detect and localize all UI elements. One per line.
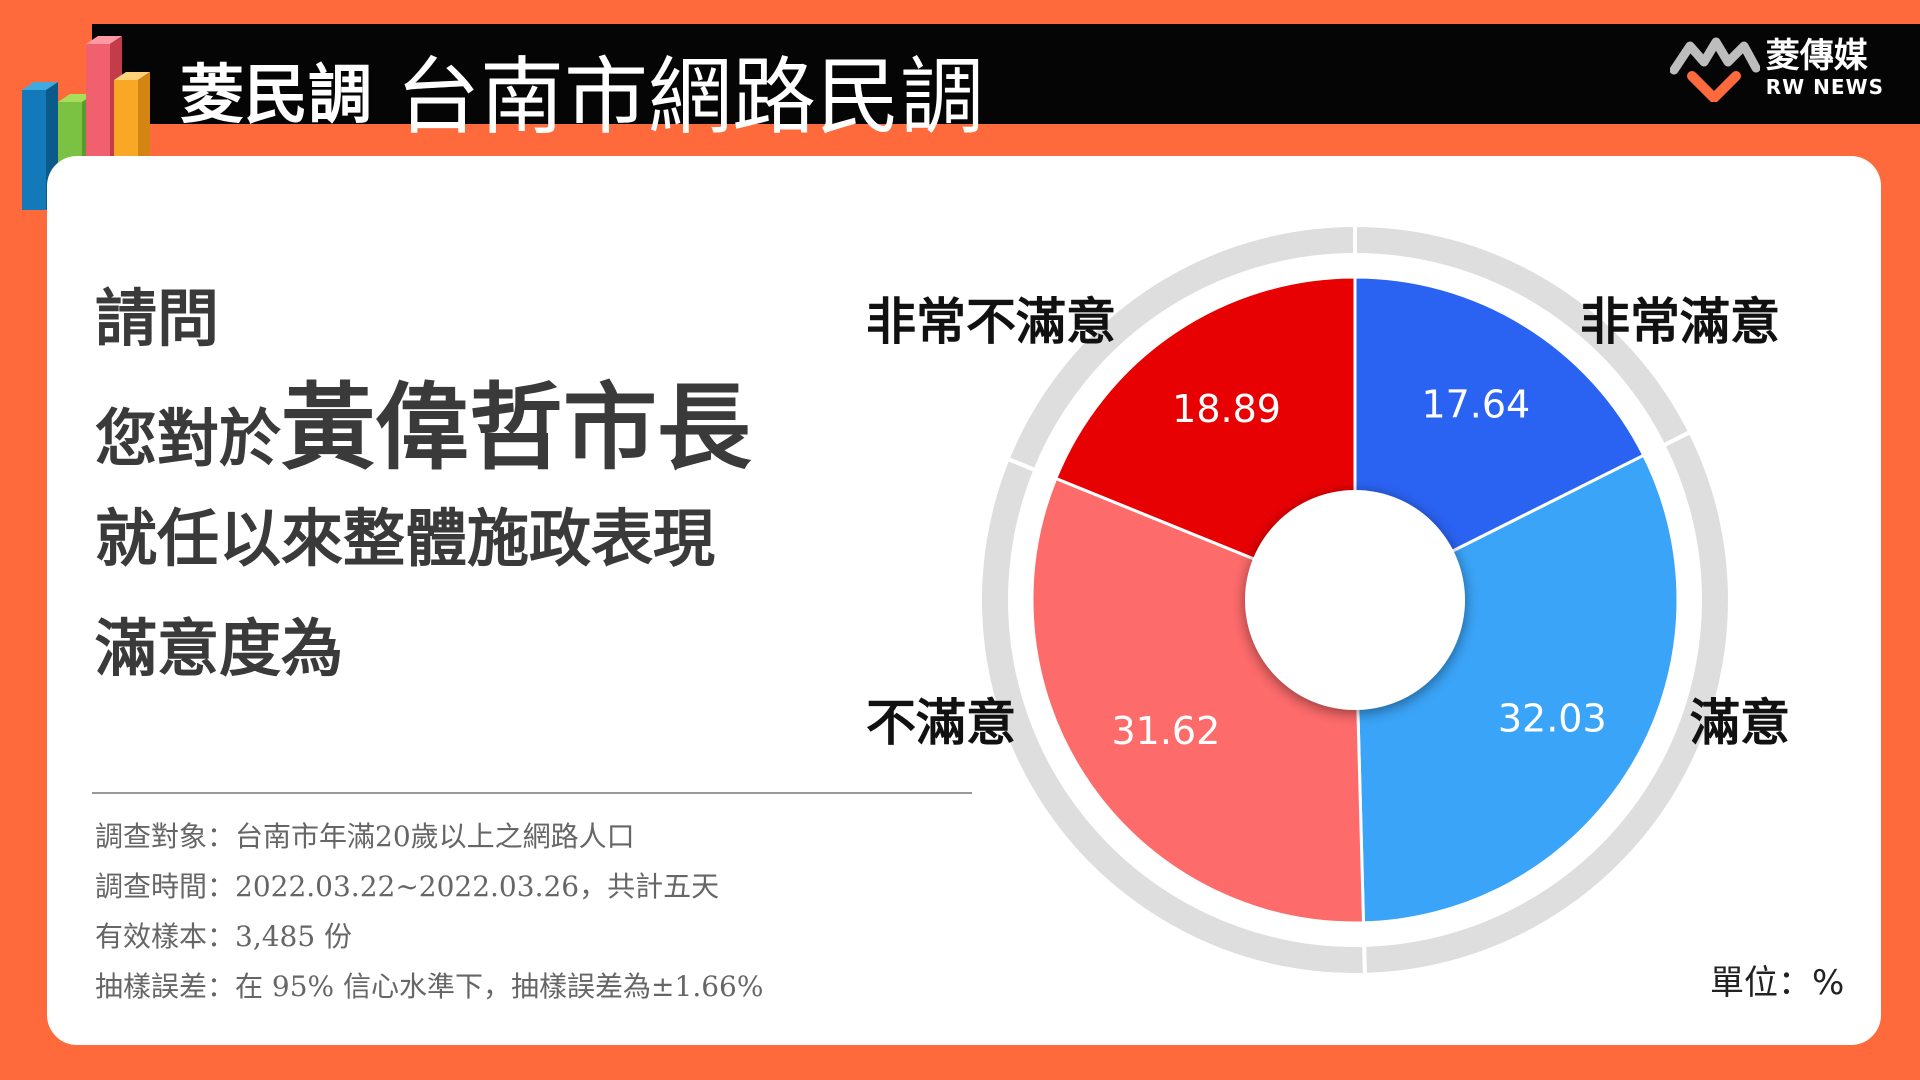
slice-value-label: 18.89 <box>1172 387 1281 431</box>
question-line-1: 請問 <box>95 282 220 355</box>
donut-hole <box>1245 490 1465 710</box>
note-sampling-error: 抽樣誤差：在 95% 信心水準下，抽樣誤差為±1.66% <box>95 970 764 1003</box>
category-label-very-satisfied: 非常滿意 <box>1580 292 1780 351</box>
slice-value-label: 17.64 <box>1421 382 1530 426</box>
poll-series-title: 菱民調 <box>180 59 372 133</box>
slice-value-label: 32.03 <box>1498 696 1607 740</box>
note-survey-period: 調查時間：2022.03.22~2022.03.26，共計五天 <box>95 870 720 903</box>
category-label-very-dissatisfied: 非常不滿意 <box>866 292 1116 351</box>
note-sample-size: 有效樣本：3,485 份 <box>95 920 353 953</box>
header-bar <box>92 24 1920 124</box>
donut-chart: 17.64 32.03 31.62 18.89 <box>978 222 1732 977</box>
slice-very-dissatisfied <box>1053 275 1357 603</box>
brand-logo: 菱傳媒 RW NEWS <box>1669 32 1884 102</box>
question-line-2: 您對於黃偉哲市長 <box>95 352 751 488</box>
ring-segment <box>1004 222 1357 473</box>
category-label-dissatisfied: 不滿意 <box>866 693 1016 752</box>
unit-label: 單位：% <box>1710 963 1845 1003</box>
brand-name-cn: 菱傳媒 <box>1765 36 1868 76</box>
question-line-3: 就任以來整體施政表現 <box>95 502 716 575</box>
divider <box>92 792 972 794</box>
slice-value-label: 31.62 <box>1111 709 1220 753</box>
title-block: 菱民調 台南市網路民調 <box>180 40 984 146</box>
category-label-satisfied: 滿意 <box>1690 693 1790 752</box>
survey-notes: 調查對象：台南市年滿20歲以上之網路人口 調查時間：2022.03.22~202… <box>95 812 763 1012</box>
question-line-4: 滿意度為 <box>95 612 344 685</box>
note-survey-target: 調查對象：台南市年滿20歲以上之網路人口 <box>95 820 635 853</box>
rw-news-logo-icon <box>1669 37 1760 102</box>
question-prefix: 您對於 <box>95 402 282 475</box>
page-title: 台南市網路民調 <box>396 47 985 146</box>
brand-name-en: RW NEWS <box>1765 75 1884 99</box>
question-subject: 黃偉哲市長 <box>281 373 752 483</box>
